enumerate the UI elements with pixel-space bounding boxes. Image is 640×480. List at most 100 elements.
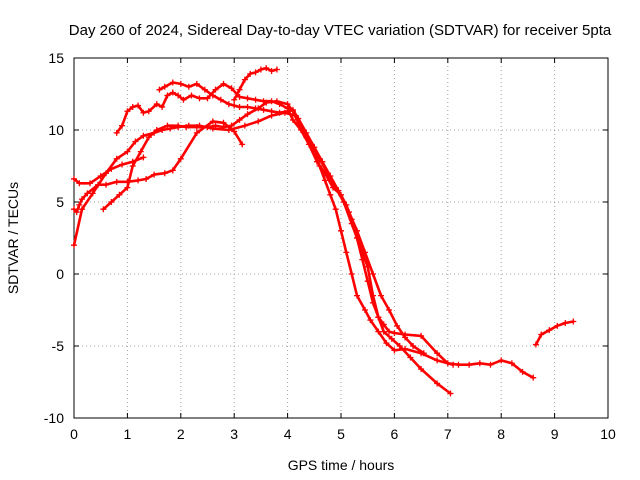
data-point-marker (343, 201, 350, 208)
y-tick-label: 15 (48, 50, 64, 66)
data-point-marker (263, 65, 270, 72)
data-point-marker (124, 108, 131, 115)
data-point-marker (362, 307, 369, 313)
data-point-marker (538, 331, 545, 338)
data-point-marker (89, 190, 96, 197)
data-point-marker (159, 127, 166, 133)
series-line (72, 120, 244, 214)
data-point-marker (348, 216, 355, 223)
data-point-marker (209, 118, 216, 125)
y-axis-label: SDTVAR / TECUs (5, 182, 21, 294)
y-tick-label: 0 (56, 266, 64, 282)
data-point-marker (546, 327, 553, 334)
data-point-marker (311, 144, 318, 151)
data-point-marker (252, 96, 259, 103)
data-point-marker (364, 278, 371, 285)
data-point-marker (284, 108, 291, 115)
data-point-marker (338, 227, 344, 234)
data-point-marker (407, 354, 414, 361)
data-point-marker (305, 141, 312, 148)
data-point-marker (180, 96, 187, 103)
data-point-marker (143, 175, 150, 182)
data-point-marker (329, 184, 336, 191)
data-point-marker (402, 331, 409, 338)
data-point-marker (434, 350, 441, 357)
data-point-marker (418, 332, 425, 339)
data-point-marker (244, 103, 251, 110)
data-point-marker (321, 177, 328, 184)
data-point-marker (79, 206, 86, 213)
data-point-marker (185, 83, 192, 90)
data-point-marker (252, 69, 259, 76)
data-point-marker (255, 118, 262, 125)
x-tick-label: 0 (70, 426, 78, 442)
data-point-marker (313, 158, 320, 165)
data-point-marker (276, 101, 283, 108)
data-point-marker (410, 343, 417, 349)
data-point-marker (164, 122, 171, 129)
data-point-marker (209, 92, 216, 99)
data-point-marker (196, 95, 203, 102)
data-point-marker (455, 361, 462, 368)
data-point-marker (153, 101, 160, 108)
data-point-marker (103, 170, 110, 177)
data-point-marker (487, 361, 494, 368)
data-point-marker (303, 129, 310, 136)
data-point-marker (140, 132, 147, 139)
series-track-8 (532, 318, 577, 348)
series-track-4 (71, 109, 454, 397)
data-point-marker (239, 141, 246, 148)
y-tick-label: 10 (48, 122, 64, 138)
data-point-marker (76, 201, 83, 208)
data-point-marker (169, 79, 176, 86)
data-point-marker (113, 178, 120, 185)
x-tick-label: 4 (284, 426, 292, 442)
data-point-marker (193, 129, 200, 136)
data-point-marker (295, 115, 302, 122)
data-point-marker (113, 129, 120, 136)
data-point-marker (554, 322, 561, 329)
data-point-marker (145, 108, 152, 115)
data-point-marker (375, 314, 382, 321)
data-point-marker (236, 93, 243, 100)
chart-title: Day 260 of 2024, Sidereal Day-to-day VTE… (69, 22, 612, 39)
data-point-marker (87, 180, 94, 187)
data-point-marker (71, 242, 77, 249)
series-line (102, 99, 455, 366)
data-point-marker (71, 175, 77, 182)
data-point-marker (177, 80, 184, 87)
data-point-marker (73, 209, 80, 216)
x-tick-label: 8 (497, 426, 505, 442)
data-point-marker (151, 129, 158, 136)
grid-lines (74, 58, 608, 418)
data-point-marker (289, 116, 296, 123)
data-point-marker (252, 105, 259, 112)
data-point-marker (268, 98, 275, 105)
data-point-marker (241, 122, 248, 129)
x-tick-label: 7 (444, 426, 452, 442)
data-point-marker (132, 138, 139, 145)
data-point-marker (327, 173, 334, 180)
data-point-marker (268, 67, 275, 74)
data-point-marker (297, 127, 304, 133)
data-point-marker (177, 155, 184, 162)
data-point-marker (273, 66, 280, 73)
y-tick-label: -5 (52, 338, 65, 354)
data-point-marker (164, 92, 171, 99)
data-point-marker (327, 191, 334, 198)
data-point-marker (359, 256, 366, 263)
axis-ticks: 0 1 2 3 4 5 6 7 8 9 10 -10 -5 0 5 10 15 (44, 50, 616, 442)
data-point-marker (151, 171, 158, 178)
data-point-marker (204, 95, 211, 102)
data-point-marker (193, 80, 200, 87)
data-point-marker (236, 86, 243, 93)
data-point-marker (169, 167, 176, 174)
data-point-marker (391, 330, 398, 337)
data-point-marker (196, 122, 203, 129)
data-point-marker (466, 361, 473, 368)
data-point-marker (236, 103, 243, 110)
data-point-marker (244, 111, 251, 118)
data-point-marker (108, 199, 115, 205)
data-point-marker (247, 70, 254, 77)
